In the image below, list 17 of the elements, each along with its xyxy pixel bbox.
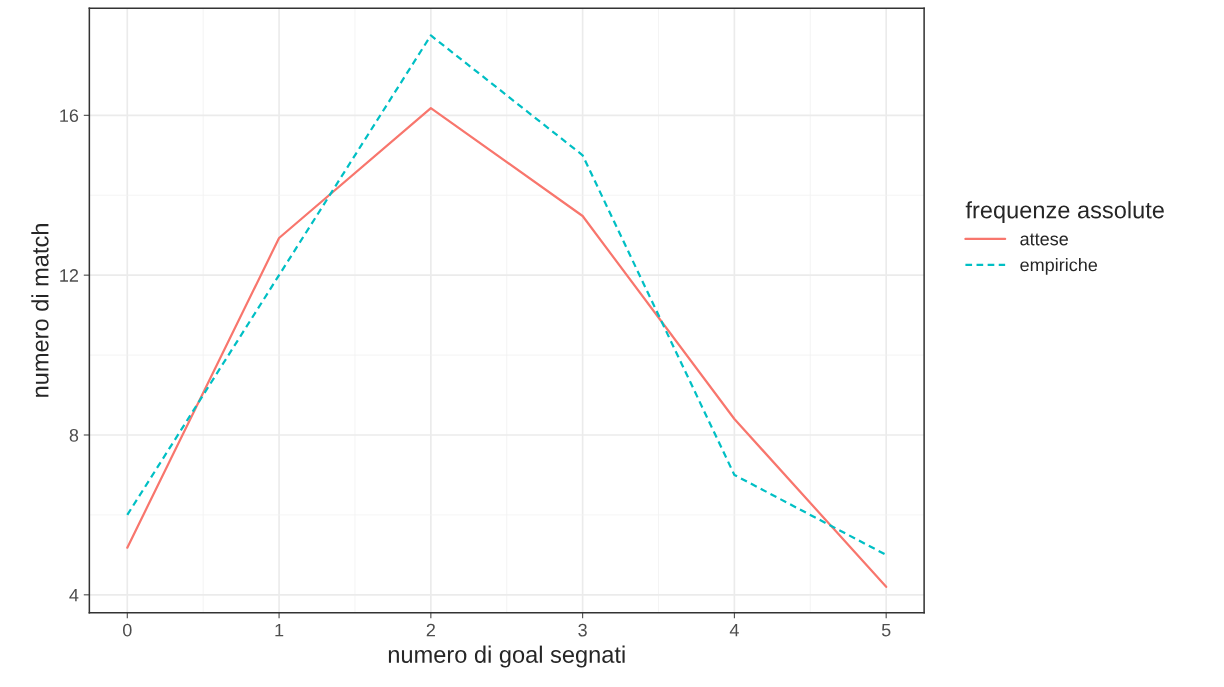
legend-label: attese [1020,233,1068,246]
x-tick-label: 1 [275,623,284,637]
x-tick-label: 0 [122,623,132,637]
x-tick-label: 3 [578,623,587,637]
x-tick-label: 2 [426,623,435,637]
x-tick-label: 5 [881,623,891,637]
x-axis-title: numero di goal segnati [388,645,625,668]
y-tick-label: 8 [69,428,79,442]
y-tick-label: 4 [69,588,79,602]
legend-label: empiriche [1020,258,1098,275]
legend-title: frequenze assolute [965,201,1164,224]
y-tick-label: 12 [60,269,79,282]
y-axis-title: numero di match [31,224,49,397]
x-tick-label: 4 [729,623,739,637]
y-tick-label: 16 [60,109,79,123]
line-series [126,34,888,556]
line-series [126,107,888,588]
